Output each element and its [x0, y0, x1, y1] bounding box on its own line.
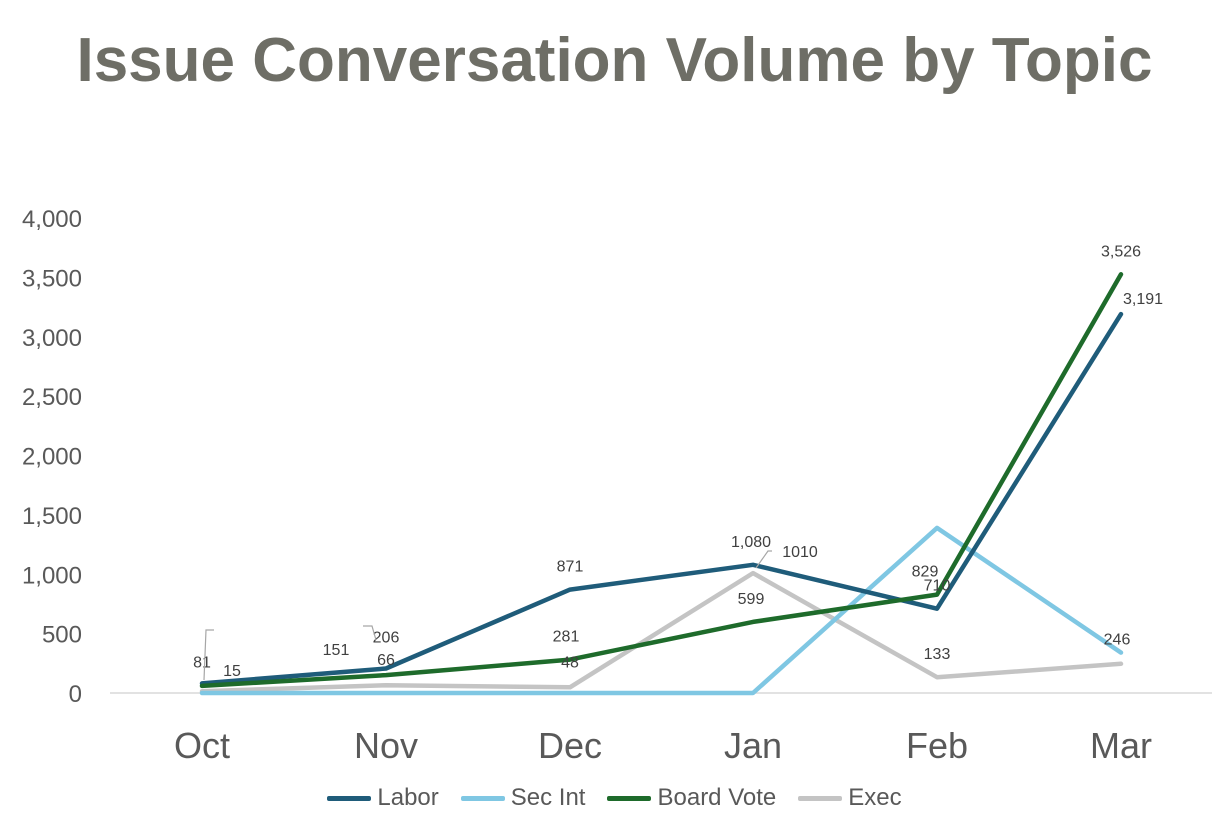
data-label: 281	[553, 629, 580, 646]
y-tick-label: 4,000	[22, 206, 82, 233]
data-label: 151	[323, 642, 350, 659]
legend-label: Board Vote	[657, 784, 777, 811]
leader-line	[755, 550, 772, 569]
data-label: 48	[561, 654, 579, 671]
data-label: 246	[1104, 632, 1131, 649]
data-label: 1010	[782, 544, 818, 561]
y-tick-label: 2,500	[22, 384, 82, 411]
data-label: 829	[912, 564, 939, 581]
data-label: 1,080	[731, 534, 771, 551]
data-label: 871	[557, 559, 584, 576]
data-label: 710	[924, 578, 951, 595]
data-label: 206	[373, 630, 400, 647]
data-label: 3,526	[1101, 243, 1141, 260]
y-tick-label: 3,500	[22, 265, 82, 292]
series-line-labor	[199, 311, 1124, 686]
data-label: 599	[738, 591, 765, 608]
data-label: 133	[924, 646, 951, 663]
chart-title: Issue Conversation Volume by Topic	[0, 24, 1229, 98]
y-tick-label: 500	[42, 622, 82, 649]
x-tick-label: Mar	[1090, 725, 1152, 766]
legend-swatch	[798, 795, 843, 801]
legend-item: Sec Int	[460, 784, 586, 812]
legend-swatch	[460, 795, 505, 801]
leader-line	[203, 629, 214, 681]
y-tick-label: 1,000	[22, 562, 82, 589]
data-label: 3,191	[1123, 291, 1163, 308]
legend-label: Sec Int	[510, 784, 586, 811]
x-tick-label: Dec	[538, 725, 602, 766]
y-tick-label: 3,000	[22, 325, 82, 352]
x-tick-label: Nov	[354, 725, 418, 766]
series-line-sec-int	[199, 525, 1124, 696]
series-line-board-vote	[199, 272, 1124, 689]
data-label: 81	[193, 654, 211, 671]
legend-label: Labor	[377, 784, 439, 811]
legend-swatch	[607, 795, 652, 801]
legend-label: Exec	[848, 784, 902, 811]
series-line-exec	[199, 570, 1124, 694]
data-label: 66	[377, 652, 395, 669]
x-tick-label: Oct	[174, 725, 230, 766]
legend-item: Exec	[798, 784, 902, 812]
y-tick-label: 2,000	[22, 444, 82, 471]
legend-item: Labor	[327, 784, 439, 812]
chart-legend: Labor Sec Int Board Vote Exec	[0, 784, 1229, 812]
legend-swatch	[327, 795, 372, 801]
y-tick-label: 1,500	[22, 503, 82, 530]
x-tick-label: Feb	[906, 725, 968, 766]
data-label: 15	[223, 663, 241, 680]
x-tick-label: Jan	[724, 725, 782, 766]
legend-item: Board Vote	[607, 784, 776, 812]
y-tick-label: 0	[69, 681, 82, 708]
leader-line	[363, 625, 377, 641]
chart-title-text: Issue Conversation Volume by Topic	[76, 26, 1153, 95]
